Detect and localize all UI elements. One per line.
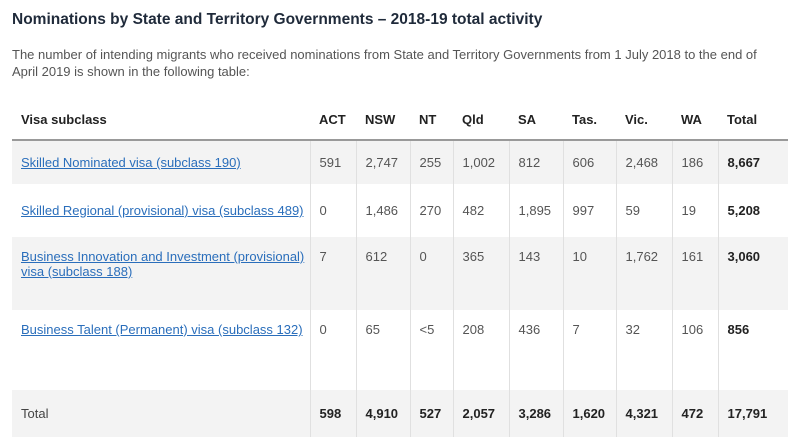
vic-cell: 1,762 [616, 237, 673, 310]
vic-total: 4,321 [616, 390, 673, 437]
visa-link-132[interactable]: Business Talent (Permanent) visa (subcla… [21, 322, 303, 337]
wa-cell: 19 [672, 184, 719, 237]
tas-cell: 7 [563, 310, 617, 390]
sa-cell: 812 [509, 140, 564, 184]
sa-total: 3,286 [509, 390, 564, 437]
intro-text: The number of intending migrants who rec… [12, 47, 757, 79]
nsw-total: 4,910 [356, 390, 411, 437]
qld-cell: 365 [453, 237, 510, 310]
header-nsw: NSW [356, 100, 410, 141]
nominations-table: Visa subclass ACT NSW NT Qld SA Tas. Vic… [12, 100, 788, 437]
tas-cell: 606 [563, 140, 617, 184]
vic-cell: 2,468 [616, 140, 673, 184]
visa-link-190[interactable]: Skilled Nominated visa (subclass 190) [21, 155, 241, 170]
wa-cell: 186 [672, 140, 719, 184]
visa-link-489[interactable]: Skilled Regional (provisional) visa (sub… [21, 203, 304, 218]
nsw-cell: 65 [356, 310, 411, 390]
table-row: Business Innovation and Investment (prov… [12, 237, 788, 310]
header-total: Total [718, 100, 788, 141]
visa-cell: Skilled Regional (provisional) visa (sub… [12, 184, 311, 237]
sa-cell: 1,895 [509, 184, 564, 237]
wa-total: 472 [672, 390, 719, 437]
act-cell: 591 [310, 140, 357, 184]
nsw-cell: 1,486 [356, 184, 411, 237]
nt-total: 527 [410, 390, 454, 437]
page-title: Nominations by State and Territory Gover… [12, 11, 543, 28]
table-row: Business Talent (Permanent) visa (subcla… [12, 310, 788, 390]
grand-total: 17,791 [718, 390, 788, 437]
sa-cell: 436 [509, 310, 564, 390]
total-cell: 856 [727, 322, 750, 337]
nt-cell: <5 [410, 310, 454, 390]
table-row: Skilled Regional (provisional) visa (sub… [12, 184, 788, 237]
header-tas: Tas. [563, 100, 616, 141]
header-vic: Vic. [616, 100, 672, 141]
total-cell: 8,667 [718, 140, 788, 184]
nt-cell: 0 [410, 237, 454, 310]
header-nt: NT [410, 100, 453, 141]
header-qld: Qld [453, 100, 509, 141]
total-cell: 5,208 [727, 203, 761, 218]
qld-cell: 1,002 [453, 140, 510, 184]
tas-cell: 10 [563, 237, 617, 310]
act-cell: 7 [310, 237, 357, 310]
visa-cell: Skilled Nominated visa (subclass 190) [12, 140, 311, 184]
tas-cell: 997 [563, 184, 617, 237]
tas-total: 1,620 [563, 390, 617, 437]
visa-cell: Business Innovation and Investment (prov… [12, 237, 311, 310]
act-cell: 0 [310, 184, 357, 237]
vic-cell: 32 [616, 310, 673, 390]
table-row: Skilled Nominated visa (subclass 190) 59… [12, 140, 788, 184]
total-row-label: Total [12, 390, 311, 437]
visa-link-188[interactable]: Business Innovation and Investment (prov… [21, 249, 305, 279]
qld-total: 2,057 [453, 390, 510, 437]
nt-cell: 270 [410, 184, 454, 237]
wa-cell: 106 [672, 310, 719, 390]
nt-cell: 255 [410, 140, 454, 184]
qld-cell: 482 [453, 184, 510, 237]
sa-cell: 143 [509, 237, 564, 310]
qld-cell: 208 [453, 310, 510, 390]
act-total: 598 [310, 390, 357, 437]
wa-cell: 161 [672, 237, 719, 310]
header-sa: SA [509, 100, 563, 141]
total-cell: 3,060 [718, 237, 788, 310]
header-act: ACT [310, 100, 356, 141]
nsw-cell: 2,747 [356, 140, 411, 184]
header-visa-subclass: Visa subclass [12, 100, 310, 141]
total-row: Total 598 4,910 527 2,057 3,286 1,620 4,… [12, 390, 788, 437]
act-cell: 0 [310, 310, 357, 390]
vic-cell: 59 [616, 184, 673, 237]
nsw-cell: 612 [356, 237, 411, 310]
visa-cell: Business Talent (Permanent) visa (subcla… [12, 310, 311, 390]
header-wa: WA [672, 100, 718, 141]
header-row: Visa subclass ACT NSW NT Qld SA Tas. Vic… [12, 100, 788, 141]
